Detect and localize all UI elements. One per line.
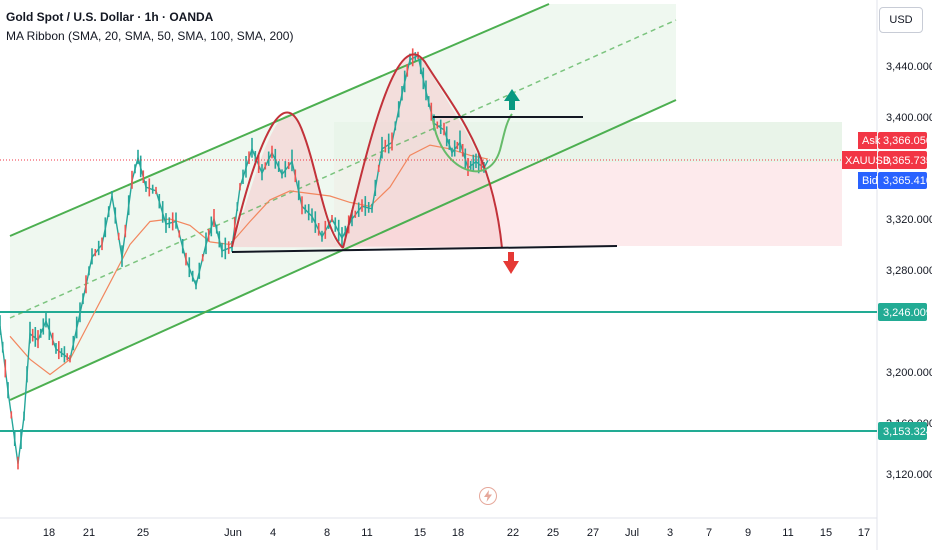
time-tick-label: 9: [745, 527, 751, 539]
level-upper-tag: 3,246.009: [878, 303, 932, 321]
alert-icon[interactable]: [479, 487, 497, 505]
time-tick-label: 27: [587, 527, 599, 539]
candle-wicks: [0, 48, 485, 470]
time-tick-label: 7: [706, 527, 712, 539]
time-tick-label: 8: [324, 527, 330, 539]
time-tick-label: 11: [361, 527, 372, 539]
time-tick-label: 3: [667, 527, 673, 539]
bearish-arrow-icon: [503, 252, 519, 274]
head-arc: [342, 53, 503, 249]
time-tick-label: 15: [820, 527, 832, 539]
bid-label: Bid: [862, 175, 878, 187]
level-lower-value: 3,153.324: [883, 426, 932, 438]
neckline: [231, 245, 618, 253]
time-tick-label: 17: [858, 527, 870, 539]
channel-mid-line: [9, 19, 677, 319]
ask-tag: Ask 3,366.050: [858, 132, 932, 149]
time-tick-label: 15: [414, 527, 426, 539]
price-tick-label: 3,280.000: [886, 265, 932, 277]
time-tick-label: 25: [137, 527, 149, 539]
channel-upper-line: [9, 3, 550, 237]
left-shoulder-arc: [231, 111, 344, 249]
time-tick-label: 4: [270, 527, 276, 539]
time-axis-ticks: 18 21 25 Jun 4 8 11 15 18 22 25 27 Jul 3 7 9 11 15 17: [43, 527, 870, 539]
time-tick-label: 21: [83, 527, 95, 539]
symbol-title[interactable]: Gold Spot / U.S. Dollar · 1h · OANDA: [6, 10, 214, 24]
ask-value: 3,366.050: [883, 135, 932, 147]
last-value: 3,365.735: [883, 155, 932, 167]
time-tick-label: 22: [507, 527, 519, 539]
bullish-arrow-icon: [504, 89, 520, 110]
time-tick-label: 18: [452, 527, 464, 539]
ma-ribbon-line: [9, 144, 489, 376]
indicator-legend[interactable]: MA Ribbon (SMA, 20, SMA, 50, SMA, 100, S…: [6, 29, 294, 43]
bid-tag: Bid 3,365.410: [858, 172, 932, 189]
currency-selector[interactable]: USD: [879, 7, 923, 33]
time-tick-label: 18: [43, 527, 55, 539]
price-axis-ticks: 3,440.000 3,400.000 3,320.000 3,280.000 3,20…: [886, 61, 932, 481]
price-tick-label: 3,440.000: [886, 61, 932, 73]
price-tick-label: 3,320.000: [886, 214, 932, 226]
symbol-label: XAUUSD: [845, 155, 891, 167]
level-upper-value: 3,246.009: [883, 307, 932, 319]
lightning-icon: [484, 490, 492, 502]
cup-arc: [432, 113, 513, 173]
price-tick-label: 3,120.000: [886, 469, 932, 481]
chart-header: Gold Spot / U.S. Dollar · 1h · OANDA MA …: [6, 8, 293, 46]
ask-label: Ask: [862, 135, 881, 147]
last-price-tag: XAUUSD 3,365.735: [842, 151, 932, 169]
price-tick-label: 3,200.000: [886, 367, 932, 379]
time-tick-label: Jun: [224, 527, 242, 539]
time-tick-label: 11: [782, 527, 793, 539]
bid-value: 3,365.410: [883, 175, 932, 187]
price-tick-label: 3,400.000: [886, 112, 932, 124]
level-lower-tag: 3,153.324: [878, 422, 932, 440]
time-tick-label: Jul: [625, 527, 639, 539]
time-tick-label: 25: [547, 527, 559, 539]
